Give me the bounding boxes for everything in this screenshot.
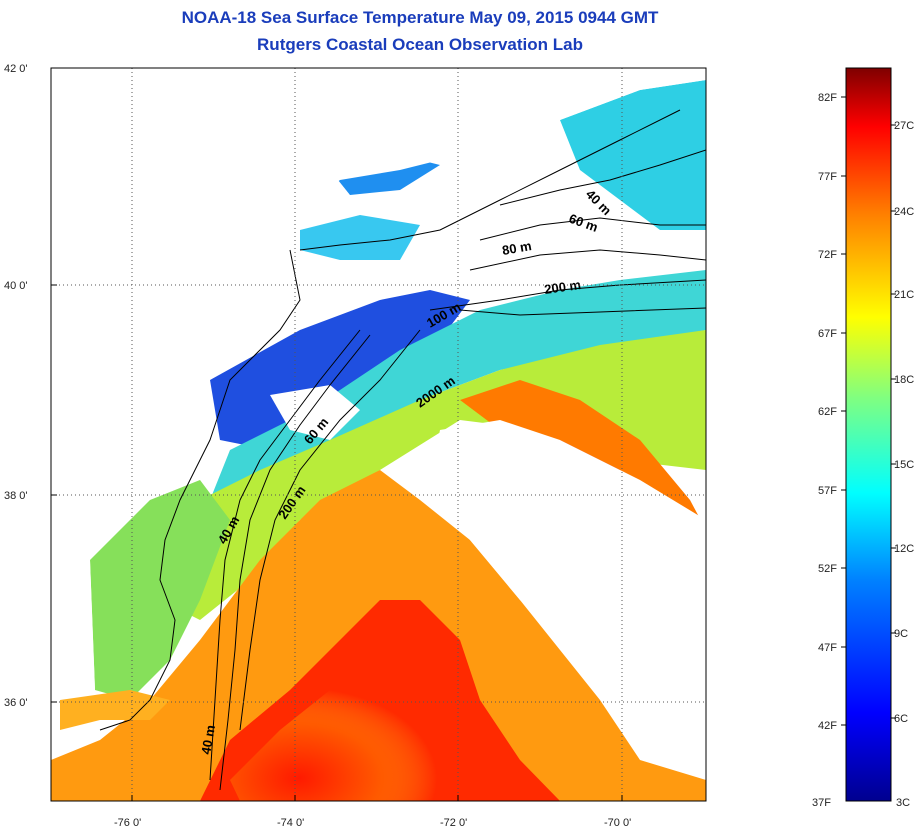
contour-label: 200 m bbox=[543, 277, 582, 297]
contour-label: 40 m bbox=[198, 724, 218, 756]
contour-label: 80 m bbox=[501, 238, 533, 258]
colorbar-f-label: 37F bbox=[812, 797, 831, 809]
lat-label: 42 0' bbox=[4, 63, 28, 75]
colorbar-f-label: 77F bbox=[818, 171, 837, 183]
colorbar-f-label: 82F bbox=[818, 92, 837, 104]
chart-subtitle: Rutgers Coastal Ocean Observation Lab bbox=[257, 35, 583, 54]
colorbar-f-label: 47F bbox=[818, 642, 837, 654]
colorbar-f-label: 67F bbox=[818, 328, 837, 340]
colorbar-f-label: 57F bbox=[818, 485, 837, 497]
lon-label: -70 0' bbox=[604, 817, 631, 829]
colorbar-c-label: 21C bbox=[894, 289, 914, 301]
sst-field: 40 m 60 m 80 m 200 m 100 m 2000 m 60 m 2… bbox=[51, 68, 706, 801]
colorbar-c-label: 9C bbox=[894, 628, 908, 640]
colorbar-f-label: 42F bbox=[818, 720, 837, 732]
coastline bbox=[99, 249, 301, 731]
chart-title: NOAA-18 Sea Surface Temperature May 09, … bbox=[181, 8, 659, 27]
colorbar-c-label: 12C bbox=[894, 543, 914, 555]
coastline-north bbox=[299, 109, 681, 251]
colorbar-c-label: 15C bbox=[894, 459, 914, 471]
colorbar-f-label: 52F bbox=[818, 563, 837, 575]
colorbar-c-label: 6C bbox=[894, 713, 908, 725]
colorbar-f-label: 72F bbox=[818, 249, 837, 261]
lon-label: -74 0' bbox=[277, 817, 304, 829]
colorbar bbox=[845, 67, 892, 802]
lat-label: 38 0' bbox=[4, 490, 28, 502]
colorbar-c-label: 3C bbox=[896, 797, 910, 809]
colorbar-c-label: 24C bbox=[894, 206, 914, 218]
colorbar-f-label: 62F bbox=[818, 406, 837, 418]
lon-label: -72 0' bbox=[440, 817, 467, 829]
colorbar-c-label: 27C bbox=[894, 120, 914, 132]
lat-label: 36 0' bbox=[4, 697, 28, 709]
colorbar-c-label: 18C bbox=[894, 374, 914, 386]
lat-label: 40 0' bbox=[4, 280, 28, 292]
lon-label: -76 0' bbox=[114, 817, 141, 829]
map-border bbox=[50, 67, 707, 802]
